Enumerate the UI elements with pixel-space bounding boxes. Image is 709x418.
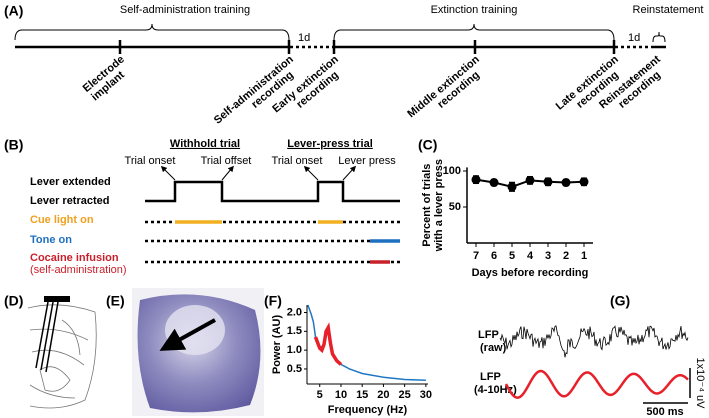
panel-label: (D)	[4, 293, 23, 309]
x-axis-label: Frequency (Hz)	[328, 404, 408, 416]
point	[561, 178, 571, 188]
event: Middle extinctionrecording	[405, 53, 489, 129]
y-tick-label: 1.0	[287, 344, 302, 356]
event-label: Middle extinctionrecording	[405, 53, 489, 129]
panel-label: (G)	[610, 293, 630, 309]
phase-label: Self-administration training	[120, 4, 250, 16]
lfp-label: LFP (raw)	[478, 329, 507, 354]
annotation: Lever press	[338, 155, 396, 167]
point	[525, 175, 535, 185]
x-tick-label: 2	[563, 250, 569, 262]
row-label: (self-administration)	[30, 264, 127, 276]
scale-label: 1x10⁻⁴ uV	[694, 358, 706, 410]
y-tick-label: 2.0	[287, 306, 302, 318]
row-label: Cocaine infusion	[30, 252, 119, 264]
gap-label: 1d	[298, 32, 310, 44]
trial-title: Lever-press trial	[287, 138, 373, 150]
timeline	[14, 23, 666, 54]
point	[471, 175, 481, 185]
y-tick-label: 1.5	[287, 325, 302, 337]
point	[579, 177, 589, 187]
x-tick-label: 1	[581, 250, 587, 262]
scale-label: 500 ms	[646, 406, 683, 418]
panel-label: (E)	[106, 293, 125, 309]
electrode-head	[44, 296, 70, 302]
event-label: Electrodeimplant	[81, 53, 135, 104]
annotation: Trial onset	[125, 155, 176, 167]
trial-title: Withhold trial	[170, 138, 240, 150]
phase-label: Extinction training	[431, 4, 518, 16]
x-tick-label: 5	[317, 389, 323, 401]
y-axis-label: Power (AU)	[271, 315, 283, 375]
x-tick-label: 30	[420, 389, 432, 401]
annotation: Trial onset	[272, 155, 323, 167]
point	[489, 178, 499, 188]
x-tick-label: 6	[491, 250, 497, 262]
filtered-trace	[504, 369, 689, 399]
y-tick-label: 100	[443, 165, 461, 177]
phase-label: Reinstatement	[633, 4, 704, 16]
y-tick-label: 0.5	[287, 363, 302, 375]
x-tick-label: 5	[509, 250, 515, 262]
x-tick-label: 3	[545, 250, 551, 262]
point	[507, 182, 517, 192]
trial-traces	[145, 180, 400, 264]
panel-label: (A)	[4, 3, 23, 19]
x-tick-label: 10	[335, 389, 347, 401]
electrodes	[35, 301, 59, 373]
x-tick-label: 7	[473, 250, 479, 262]
brain-atlas	[27, 304, 97, 409]
gap-label: 1d	[628, 32, 640, 44]
row-label: Tone on	[30, 234, 72, 246]
y-tick-label: 50	[449, 201, 461, 213]
arrows	[160, 165, 357, 181]
annotation: Trial offset	[201, 155, 252, 167]
x-tick-label: 4	[527, 250, 534, 262]
row-label: Lever retracted	[30, 195, 110, 207]
panel-label: (B)	[4, 137, 23, 153]
x-tick-label: 20	[377, 389, 389, 401]
x-tick-label: 25	[399, 389, 411, 401]
y-axis-label: with a lever press	[433, 159, 445, 252]
panel-label: (C)	[418, 137, 437, 153]
x-axis-label: Days before recording	[472, 267, 589, 279]
arrow	[159, 318, 216, 351]
event: Electrodeimplant	[81, 53, 135, 104]
raw-trace	[499, 325, 689, 358]
x-tick-label: 15	[356, 389, 368, 401]
point	[543, 177, 553, 187]
panel-label: (F)	[264, 293, 282, 309]
row-label: Lever extended	[30, 176, 111, 188]
y-axis-label: Percent of trials	[421, 164, 433, 247]
series-line	[313, 322, 343, 366]
row-label: Cue light on	[30, 214, 94, 226]
event-line: Self-administration	[212, 53, 296, 126]
